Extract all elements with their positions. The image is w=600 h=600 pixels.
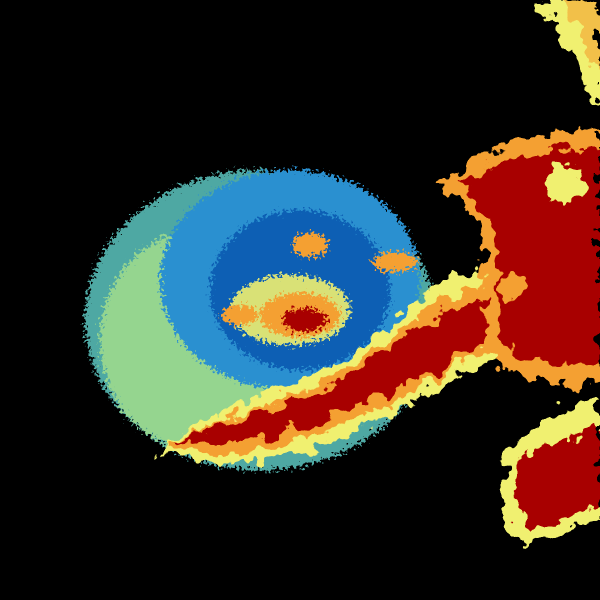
reflectivity-extreme <box>515 430 600 530</box>
reflectivity-high <box>292 233 328 257</box>
reflectivity-high <box>500 271 524 299</box>
reflectivity-mid-high <box>543 167 587 203</box>
reflectivity-extreme <box>180 300 495 444</box>
convective-line <box>160 270 520 463</box>
ground-clutter-center <box>222 233 417 345</box>
southeastern-storm-cell <box>503 400 600 545</box>
reflectivity-high <box>560 0 600 70</box>
eastern-storm-mass <box>440 130 600 384</box>
reflectivity-extreme <box>283 308 327 332</box>
reflectivity-high <box>222 305 258 325</box>
northeastern-precip-edge <box>540 0 600 110</box>
reflectivity-high <box>373 252 417 272</box>
